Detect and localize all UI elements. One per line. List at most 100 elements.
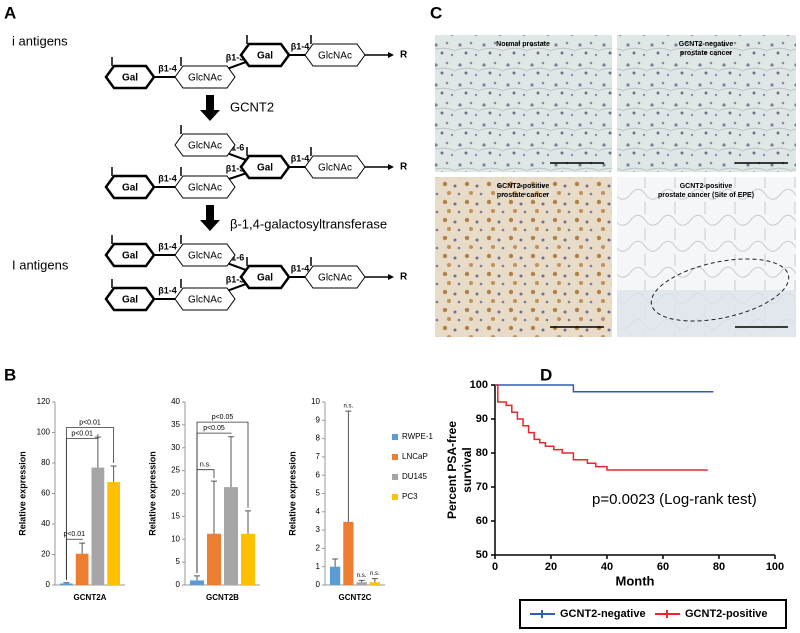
glcnac-node xyxy=(174,243,236,267)
bar xyxy=(91,467,105,585)
gal-node xyxy=(239,42,291,68)
micrograph-title: prostate cancer xyxy=(680,50,732,57)
antigen-label: I antigens xyxy=(12,257,69,272)
significance-label: p<0.05 xyxy=(212,414,234,421)
y-tick-label: 120 xyxy=(37,397,51,406)
error-bar xyxy=(245,510,251,534)
error-bar xyxy=(211,480,217,534)
linkage-label: β1-4 xyxy=(291,263,310,273)
chain-arrowhead xyxy=(388,274,394,280)
error-bar xyxy=(332,558,339,567)
y-tick-label: 0 xyxy=(176,580,181,589)
y-tick-label: 1 xyxy=(316,562,321,571)
glcnac-node xyxy=(174,287,236,311)
glcnac-node xyxy=(174,65,236,89)
bar xyxy=(356,582,367,585)
y-tick-label: 80 xyxy=(41,458,50,467)
legend-label: LNCaP xyxy=(402,452,428,461)
micrograph xyxy=(435,177,612,337)
x-tick-label: 0 xyxy=(492,561,498,573)
micrograph xyxy=(435,35,612,172)
node-label: Gal xyxy=(257,163,273,174)
chain-arrowhead xyxy=(388,164,394,170)
annotation: p=0.0023 (Log-rank test) xyxy=(592,491,757,508)
y-tick-label: 80 xyxy=(476,447,488,459)
error-bar xyxy=(194,575,200,581)
significance-label: n.s. xyxy=(357,573,367,579)
node-label: GlcNAc xyxy=(188,251,222,262)
legend-box xyxy=(519,599,787,629)
linkage-label: β1-4 xyxy=(158,241,177,251)
legend-swatch xyxy=(392,434,398,440)
significance-label: n.s. xyxy=(200,462,211,469)
linkage-label: β1-3 xyxy=(226,52,245,62)
y-tick-label: 9 xyxy=(316,415,321,424)
gal-node xyxy=(104,174,156,200)
legend-label: GCNT2-positive xyxy=(685,608,768,620)
error-bar xyxy=(345,410,352,522)
bar xyxy=(330,566,341,585)
bar xyxy=(224,487,238,585)
y-tick-label: 0 xyxy=(316,580,321,589)
significance-bracket xyxy=(196,421,249,573)
node-label: GlcNAc xyxy=(318,163,352,174)
node-label: Gal xyxy=(122,73,138,84)
y-tick-label: 6 xyxy=(316,470,321,479)
node-label: GlcNAc xyxy=(188,141,222,152)
legend-label: GCNT2-negative xyxy=(560,608,646,620)
linkage-label: β1-4 xyxy=(158,173,177,183)
bar xyxy=(107,482,120,585)
significance-label: p<0.01 xyxy=(71,430,93,437)
y-tick-label: 35 xyxy=(171,420,180,429)
gal-node xyxy=(239,264,291,290)
epe-outline xyxy=(650,258,790,322)
micrograph-title: GCNT2-negative xyxy=(679,41,734,48)
x-tick-label: GCNT2B xyxy=(206,593,239,602)
y-tick-label: 10 xyxy=(171,534,180,543)
error-bar xyxy=(371,578,378,583)
linkage-label: β1-6 xyxy=(226,252,245,262)
linkage-label: β1-3 xyxy=(226,163,245,173)
y-axis-label: survival xyxy=(460,447,474,492)
bar xyxy=(207,533,221,585)
node-label: Gal xyxy=(122,183,138,194)
bar xyxy=(343,521,354,585)
enzyme-label: β-1,4-galactosyltransferase xyxy=(230,216,387,231)
micrograph xyxy=(617,35,796,172)
bar xyxy=(190,580,204,585)
node-label: GlcNAc xyxy=(188,295,222,306)
x-tick-label: 20 xyxy=(545,561,557,573)
micrograph-title: GCNT2-positive xyxy=(497,183,550,190)
reducing-end: R xyxy=(400,162,408,173)
node-label: Gal xyxy=(257,51,273,62)
gal-node xyxy=(239,154,291,180)
enzyme-label: GCNT2 xyxy=(230,99,274,114)
antigen-label: i antigens xyxy=(12,33,68,48)
legend-swatch xyxy=(392,474,398,480)
linkage-label: β1-4 xyxy=(158,285,177,295)
y-tick-label: 70 xyxy=(476,481,488,493)
significance-bracket xyxy=(65,427,115,580)
panel-label: D xyxy=(540,365,552,384)
y-tick-label: 100 xyxy=(470,379,488,391)
legend-label: PC3 xyxy=(402,492,418,501)
y-tick-label: 20 xyxy=(171,489,180,498)
linkage-label: β1-6 xyxy=(226,142,245,152)
x-tick-label: 40 xyxy=(601,561,613,573)
y-tick-label: 90 xyxy=(476,413,488,425)
survival-curve xyxy=(495,384,714,393)
reducing-end: R xyxy=(400,50,408,61)
y-tick-label: 0 xyxy=(46,580,51,589)
y-tick-label: 100 xyxy=(37,428,51,437)
node-label: GlcNAc xyxy=(188,73,222,84)
y-tick-label: 10 xyxy=(311,397,320,406)
linkage-label: β1-4 xyxy=(291,153,310,163)
y-tick-label: 40 xyxy=(41,519,50,528)
bar xyxy=(241,533,255,585)
y-tick-label: 50 xyxy=(476,549,488,561)
node-label: GlcNAc xyxy=(188,183,222,194)
x-axis-label: Month xyxy=(616,573,655,588)
significance-label: n.s. xyxy=(370,571,380,577)
y-tick-label: 60 xyxy=(476,515,488,527)
